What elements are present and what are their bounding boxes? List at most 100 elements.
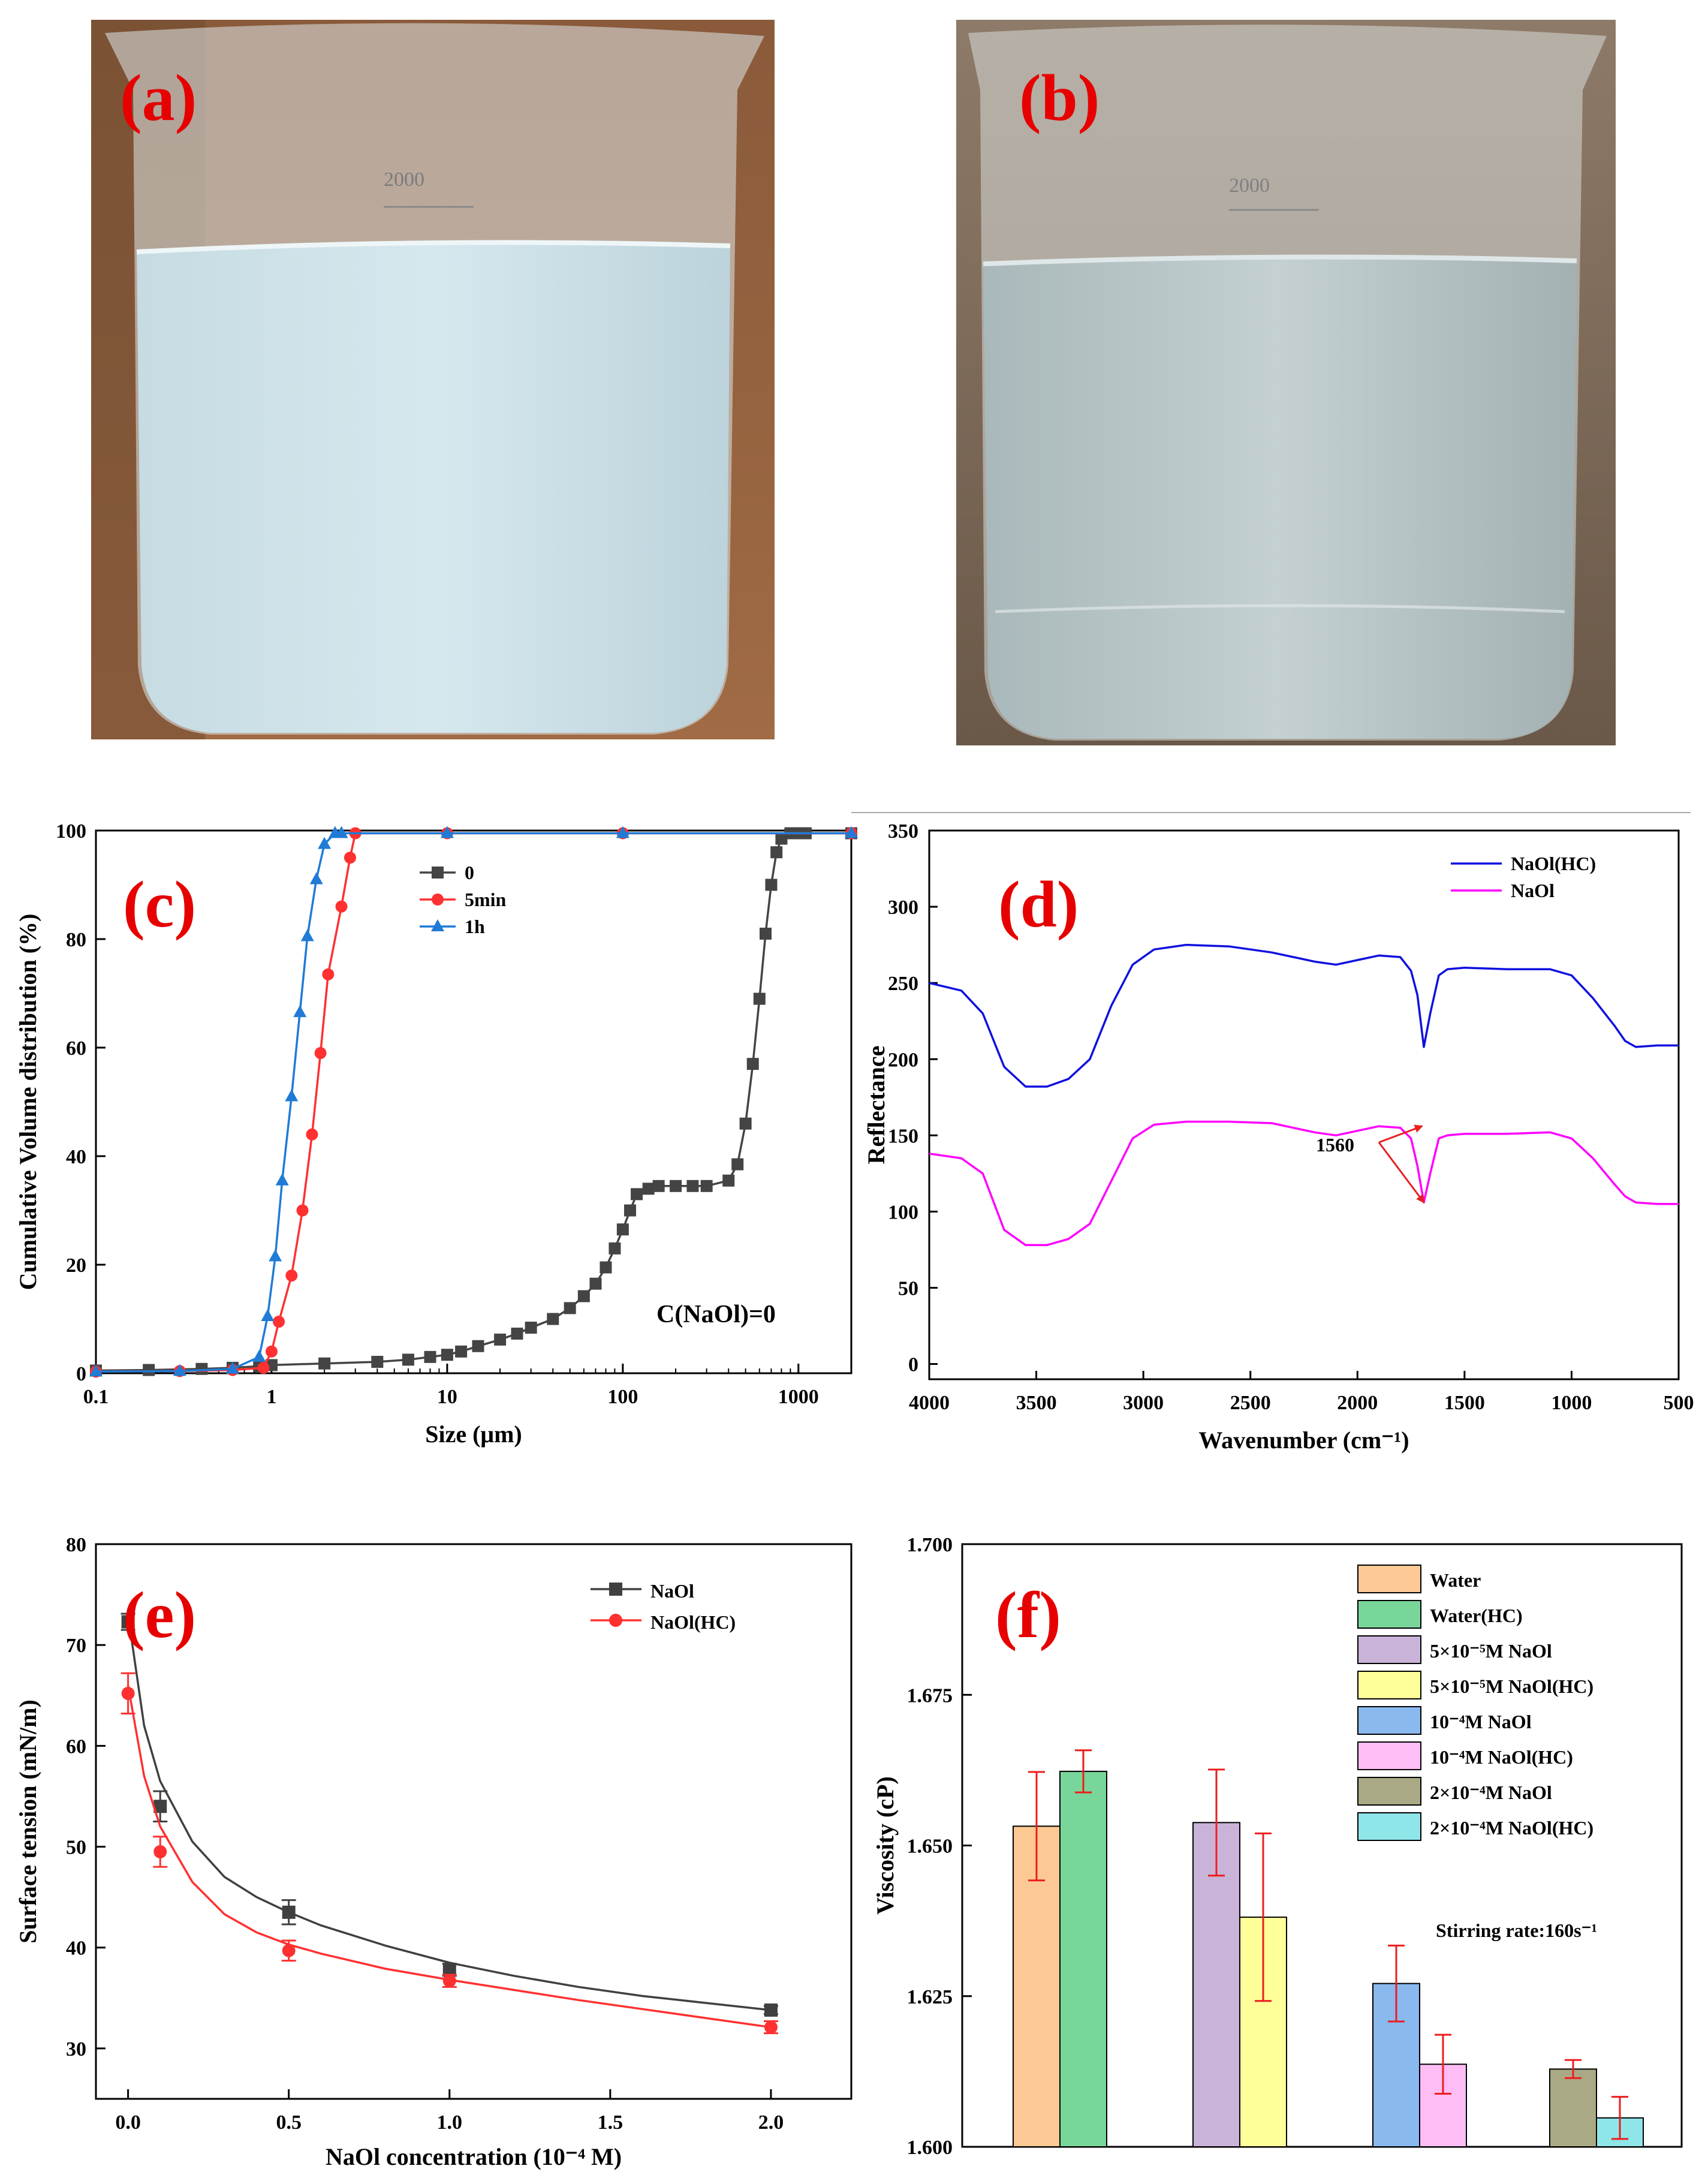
data-point-NaOl: [121, 1615, 135, 1629]
legend-label: 10⁻⁴M NaOl(HC): [1430, 1746, 1573, 1768]
legend-swatch: [1357, 1565, 1421, 1593]
data-point-0: [143, 1364, 155, 1376]
y-tick-label: 1.650: [907, 1836, 953, 1858]
data-point-1h: [616, 826, 629, 838]
data-point-0: [652, 1180, 665, 1192]
data-point-1h: [440, 826, 454, 838]
x-tick-label: 0.0: [115, 2111, 141, 2134]
x-tick-label: 1000: [778, 1386, 819, 1408]
y-tick-label: 30: [66, 2038, 86, 2060]
legend-label: NaOl(HC): [650, 1611, 736, 1633]
y-tick-label: 100: [56, 820, 86, 843]
data-point-1h: [225, 1361, 239, 1374]
beaker-a-meniscus: [136, 240, 731, 254]
data-point-5min: [273, 1316, 285, 1328]
data-point-NaOl(HC): [282, 1944, 296, 1957]
data-point-5min: [335, 900, 348, 913]
x-tick-label: 1500: [1444, 1392, 1485, 1414]
data-point-1h: [285, 1089, 299, 1102]
photo-b-label: (b): [1019, 61, 1099, 134]
legend-swatch: [1357, 1600, 1421, 1629]
y-axis-title: Viscosity (cP): [872, 1776, 899, 1915]
y-tick-label: 50: [898, 1278, 918, 1300]
plot-frame: [928, 829, 1680, 1380]
panel-d: 4000 3500 3000 2500 2000 1500 1000 500 0 50 100 150…: [863, 820, 1694, 1454]
data-point-1h: [845, 826, 858, 838]
data-point-0: [760, 927, 772, 940]
y-tick-label: 1.700: [907, 1534, 953, 1556]
photo-a: 2000 (a): [91, 20, 775, 739]
data-point-0: [670, 1180, 682, 1192]
x-tick-label: 2500: [1230, 1392, 1271, 1414]
legend-swatch: [1357, 1741, 1421, 1770]
x-tick-label: 1: [266, 1386, 276, 1408]
data-point-1h: [269, 1249, 282, 1262]
x-tick-label: 3000: [1123, 1392, 1164, 1414]
legend-swatch: [1357, 1706, 1421, 1735]
y-tick-label: 80: [66, 929, 86, 951]
legend-label: NaOl: [650, 1580, 694, 1602]
data-point-0: [472, 1340, 484, 1352]
data-point-0: [600, 1261, 612, 1274]
data-point-0: [609, 1242, 621, 1255]
data-point-5min: [322, 968, 335, 980]
legend-label: NaOl(HC): [1511, 853, 1596, 874]
data-point-1h: [300, 929, 314, 941]
data-point-0: [722, 1174, 735, 1187]
annotation: C(NaOl)=0: [656, 1301, 776, 1328]
beaker-b-reflection: [995, 604, 1565, 613]
x-tick-label: 0.1: [83, 1386, 109, 1408]
data-point-1h: [275, 1173, 289, 1186]
data-point-NaOl: [764, 2003, 778, 2017]
panel-label: (f): [995, 1578, 1061, 1651]
data-point-0: [318, 1357, 331, 1370]
data-point-1h: [293, 1005, 307, 1018]
data-point-NaOl(HC): [442, 1974, 456, 1988]
y-tick-label: 80: [66, 1534, 86, 1556]
data-point-NaOl(HC): [121, 1686, 135, 1700]
y-tick-label: 1.600: [907, 2137, 953, 2159]
data-point-0: [642, 1183, 655, 1195]
legend-swatch: [1357, 1777, 1421, 1806]
y-axis-title: Reflectance: [863, 1046, 890, 1165]
data-point-5min: [257, 1361, 270, 1374]
legend-swatch: [1357, 1635, 1421, 1664]
y-axis-title: Cumulative Volume distribution (%): [14, 914, 41, 1290]
y-tick-label: 60: [66, 1735, 86, 1758]
bar-1: [1059, 1770, 1107, 2147]
y-tick-label: 40: [66, 1146, 86, 1168]
data-point-0: [371, 1355, 384, 1368]
beaker-b-liquid: [983, 257, 1577, 739]
y-tick-label: 0: [908, 1354, 918, 1376]
y-tick-label: 200: [888, 1049, 918, 1071]
fit-curve-NaOl: [126, 1614, 772, 2011]
y-tick-label: 70: [66, 1635, 86, 1657]
y-axis-title: Surface tension (mN/m): [14, 1699, 41, 1944]
y-tick-label: 0: [76, 1363, 86, 1385]
data-point-0: [631, 1188, 643, 1201]
data-point-1h: [252, 1349, 266, 1362]
data-point-1h: [318, 837, 332, 849]
data-point-1h: [261, 1308, 275, 1321]
bar-5: [1419, 2063, 1467, 2147]
data-point-0: [195, 1362, 208, 1375]
data-point-0: [577, 1290, 590, 1302]
data-point-5min: [285, 1270, 298, 1282]
legend-marker: [609, 1614, 622, 1627]
data-point-1h: [309, 872, 323, 885]
panel-label: (c): [123, 868, 196, 941]
y-tick-label: 40: [66, 1938, 86, 1960]
bar-6: [1549, 2068, 1597, 2147]
legend-swatch: [1357, 1671, 1421, 1699]
x-tick-label: 500: [1664, 1392, 1694, 1414]
legend-marker: [432, 867, 444, 879]
x-tick-label: 1.0: [437, 2111, 463, 2134]
annotation: Stirring rate:160s⁻¹: [1436, 1920, 1597, 1941]
series-line-5min: [95, 832, 851, 1373]
legend-marker: [609, 1583, 622, 1596]
legend-label: 2×10⁻⁴M NaOl: [1430, 1782, 1552, 1803]
beaker-b-mark: 2000: [1229, 175, 1270, 197]
data-point-0: [455, 1345, 468, 1358]
fit-curve-NaOl(HC): [126, 1685, 772, 2029]
